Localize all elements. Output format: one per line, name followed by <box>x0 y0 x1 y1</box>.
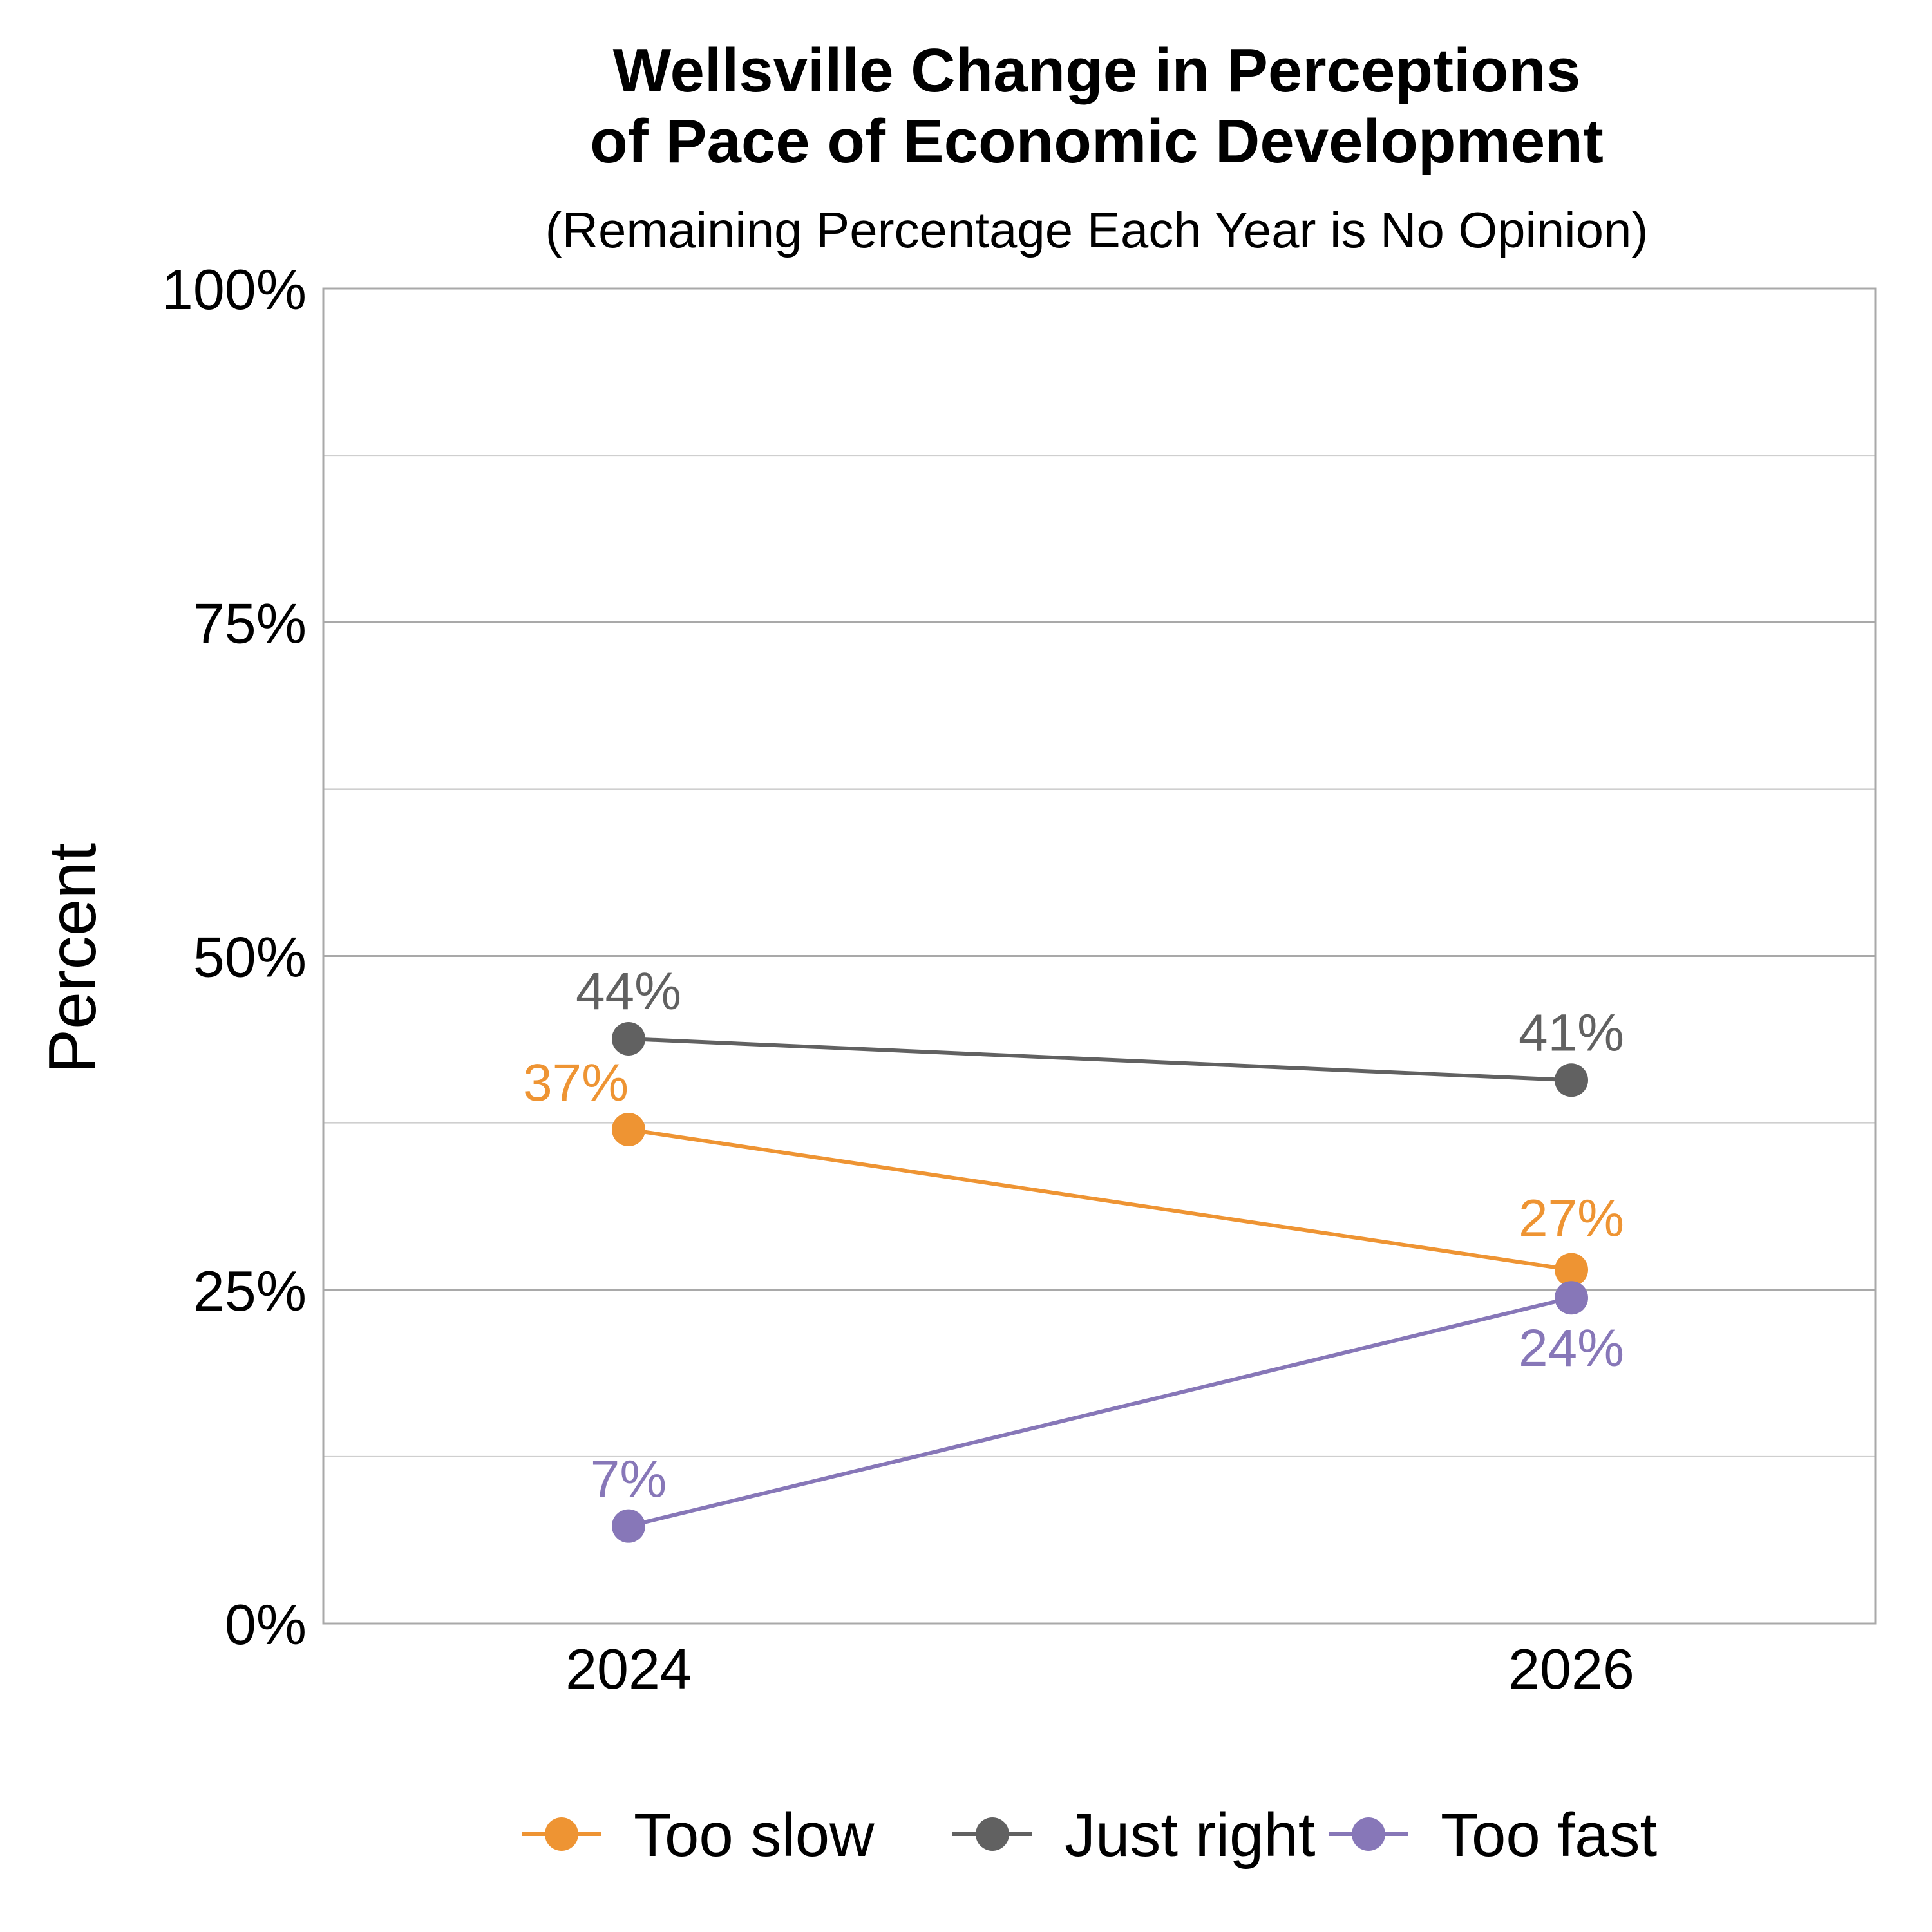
data-label: 24% <box>1519 1319 1624 1378</box>
data-label: 7% <box>591 1450 667 1509</box>
legend-key-marker <box>1352 1817 1385 1851</box>
axis-layer: 0% 25% 50% 75% 100% 2024 2026 <box>162 258 1877 1701</box>
y-tick-label: 25% <box>193 1259 307 1323</box>
data-point <box>1555 1281 1588 1315</box>
chart-title-line-2: of Pace of Economic Development <box>590 107 1604 176</box>
x-tick-label: 2026 <box>1508 1637 1634 1701</box>
data-label: 44% <box>576 962 681 1021</box>
series-layer <box>612 1022 1588 1543</box>
legend-key-marker <box>545 1817 578 1851</box>
plot-panel-border <box>322 287 1877 1625</box>
data-label: 37% <box>523 1054 629 1112</box>
data-label-layer: 37% 27% 44% 41% 7% 24% <box>523 962 1624 1509</box>
data-point <box>612 1112 645 1146</box>
legend-label: Just right <box>1065 1801 1315 1870</box>
y-tick-label: 100% <box>162 258 307 321</box>
legend-label: Too fast <box>1441 1801 1657 1870</box>
data-point <box>612 1509 645 1543</box>
grid-layer <box>323 287 1875 1625</box>
data-label: 27% <box>1519 1189 1624 1248</box>
series-line-1 <box>628 1037 1572 1083</box>
legend-key-marker <box>976 1817 1009 1851</box>
data-point <box>1555 1063 1588 1097</box>
chart-subtitle: (Remaining Percentage Each Year is No Op… <box>545 202 1649 258</box>
legend-label: Too slow <box>634 1801 875 1870</box>
y-tick-label: 0% <box>225 1593 307 1656</box>
legend: Too slow Just right Too fast <box>522 1801 1657 1870</box>
y-axis-title: Percent <box>35 843 110 1074</box>
y-tick-label: 50% <box>193 925 307 989</box>
data-point <box>612 1022 645 1056</box>
series-line-2 <box>628 1296 1572 1528</box>
y-tick-label: 75% <box>193 591 307 655</box>
chart-title-line-1: Wellsville Change in Perceptions <box>613 36 1581 105</box>
x-tick-label: 2024 <box>565 1637 692 1701</box>
data-point <box>1555 1253 1588 1287</box>
series-line-0 <box>628 1128 1572 1272</box>
data-label: 41% <box>1519 1003 1624 1062</box>
